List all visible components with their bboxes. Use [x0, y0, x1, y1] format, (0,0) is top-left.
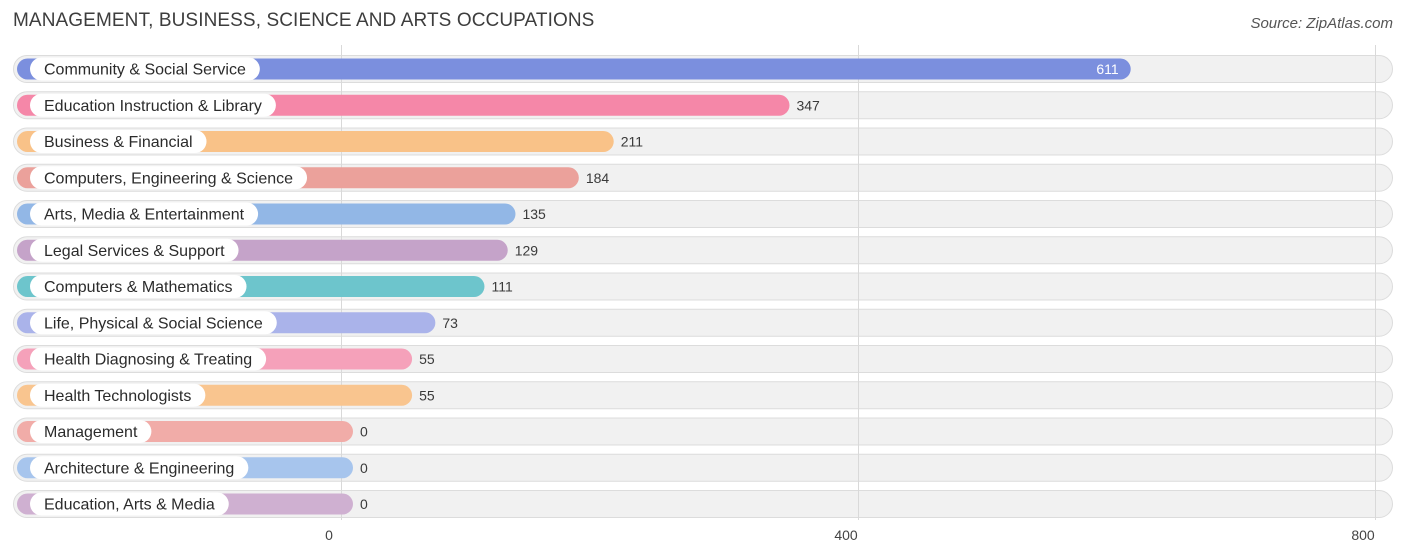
category-pill	[30, 456, 249, 480]
category-label: Community & Social Service	[44, 62, 246, 79]
chart-title: MANAGEMENT, BUSINESS, SCIENCE AND ARTS O…	[13, 10, 595, 31]
value-label: 0	[360, 424, 368, 440]
category-pill	[30, 311, 277, 335]
category-pill	[30, 492, 229, 516]
chart-source: Source: ZipAtlas.com	[1250, 15, 1393, 32]
category-label: Education, Arts & Media	[44, 497, 215, 514]
value-label: 135	[522, 206, 546, 222]
category-pill	[30, 93, 276, 117]
value-label: 55	[419, 387, 435, 403]
category-label: Education Instruction & Library	[44, 98, 262, 115]
value-label: 347	[796, 97, 820, 113]
x-tick-label: 0	[325, 527, 333, 543]
value-label: 0	[360, 460, 368, 476]
category-pill	[30, 166, 308, 190]
x-tick-label: 400	[834, 527, 858, 543]
value-label: 129	[515, 242, 539, 258]
category-label: Computers, Engineering & Science	[44, 170, 293, 187]
value-label: 211	[621, 134, 644, 150]
x-tick-label: 800	[1351, 527, 1375, 543]
category-pill	[30, 57, 260, 81]
category-label: Arts, Media & Entertainment	[44, 207, 245, 224]
category-pill	[30, 383, 206, 407]
row-background	[13, 417, 1393, 446]
value-label: 611	[1096, 61, 1119, 77]
value-label: 55	[419, 351, 435, 367]
category-label: Health Technologists	[44, 388, 191, 405]
category-label: Business & Financial	[44, 134, 193, 151]
category-pill	[30, 420, 152, 443]
category-label: Health Diagnosing & Treating	[44, 352, 252, 369]
category-label: Architecture & Engineering	[44, 460, 234, 477]
category-label: Computers & Mathematics	[44, 279, 233, 296]
category-pill	[30, 238, 239, 262]
bar	[17, 58, 1131, 80]
value-label: 111	[491, 279, 512, 295]
category-pill	[30, 347, 267, 371]
category-label: Life, Physical & Social Science	[44, 315, 263, 332]
category-label: Management	[44, 424, 138, 441]
category-label: Legal Services & Support	[44, 243, 225, 260]
row-background	[13, 490, 1393, 518]
category-pill	[30, 202, 259, 226]
category-pill	[30, 275, 247, 298]
value-label: 184	[586, 170, 610, 186]
value-label: 73	[442, 315, 458, 331]
row-background	[13, 453, 1393, 482]
value-label: 0	[360, 496, 368, 512]
category-pill	[30, 130, 207, 153]
